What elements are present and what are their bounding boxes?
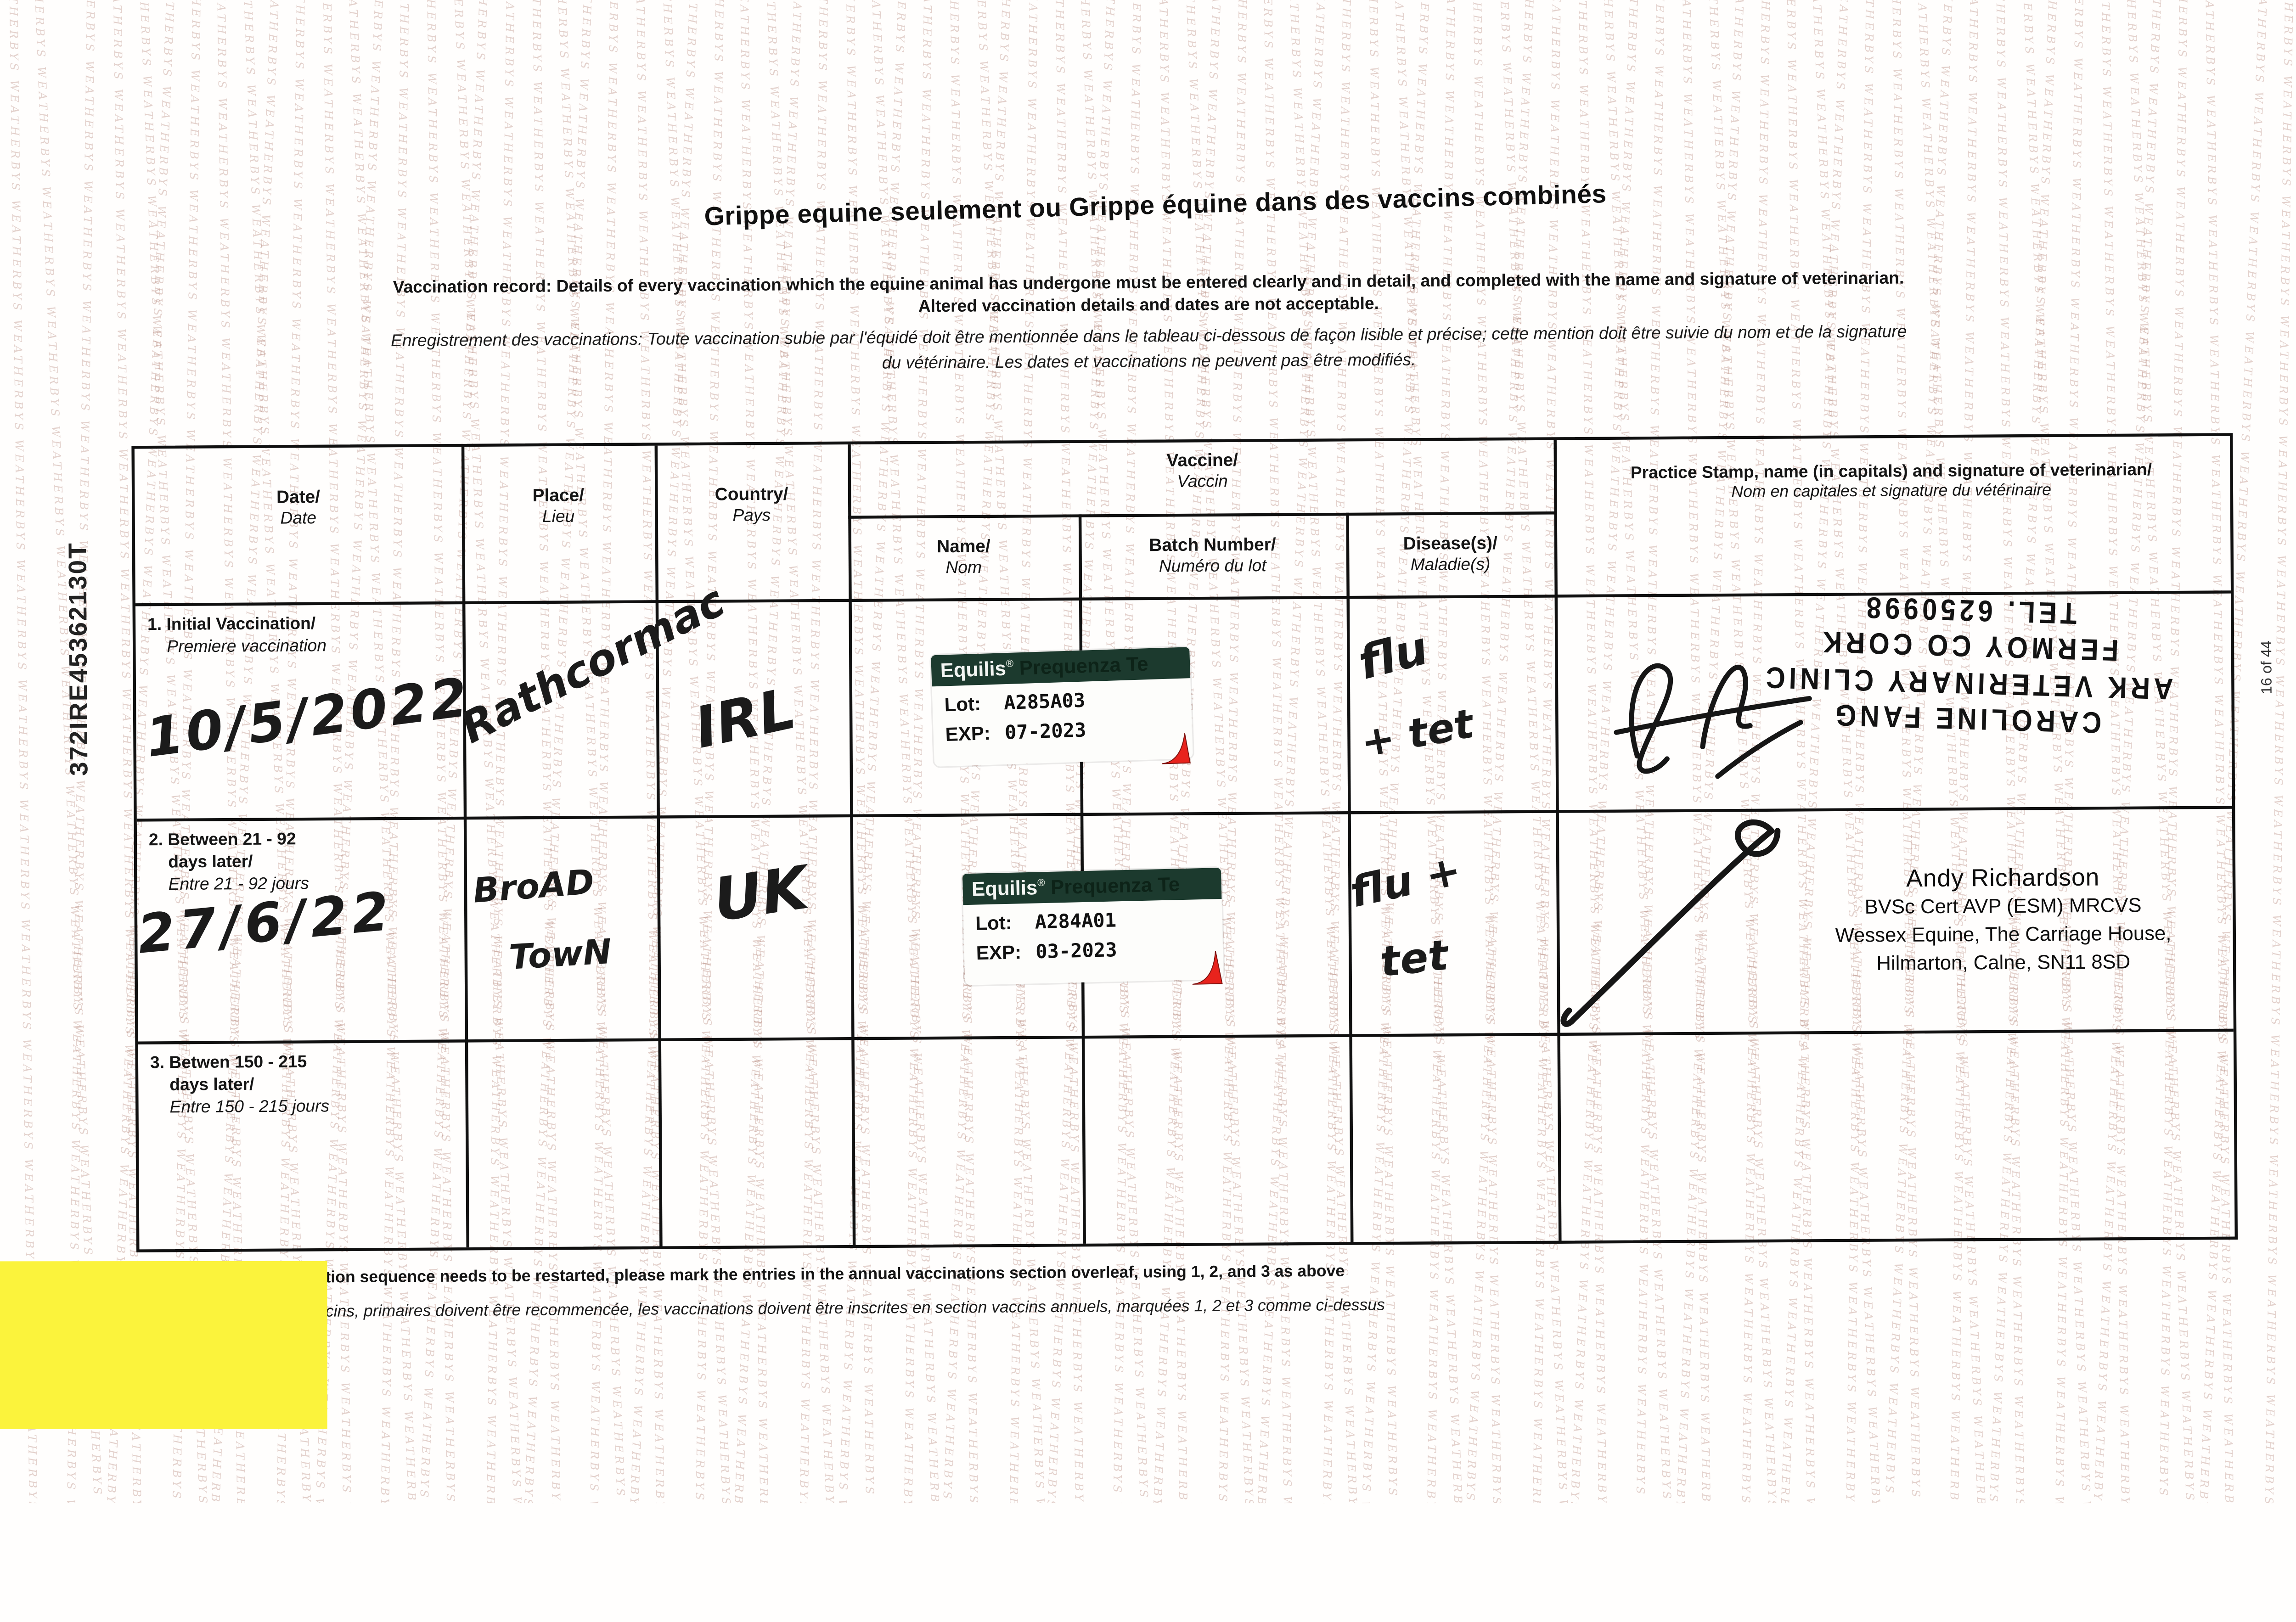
table-grid-line [461,447,469,1248]
intro-paragraph-fr: Enregistrement des vaccinations: Toute v… [94,319,2204,383]
veterinarian-signature-row2 [1560,819,1781,1027]
sticker-body: Lot: A285A03 EXP: 07-2023 [944,690,1087,746]
page-indicator: 16 of 44 [2259,640,2276,695]
sticker-body: Lot: A284A01 EXP: 03-2023 [975,910,1118,964]
table-grid-line [654,445,663,1246]
veterinarian-signature-row1 [1614,663,1812,779]
col-header-name: Name/ Nom [936,535,990,578]
col-header-country: Country/ Pays [715,483,788,526]
passport-serial-code: 372IRE45362130T [63,541,94,776]
red-corner-mark-icon [1162,733,1191,764]
table-grid-line [138,1028,2234,1045]
vet-qualifications: BVSc Cert AVP (ESM) MRCVS [1864,894,2142,918]
col-header-place: Place/ Lieu [532,484,585,527]
table-grid-line [848,511,1557,519]
row2-place-handwriting-line2: TowN [508,933,613,978]
row2-label: 2. Between 21 - 92 days later/ Entre 21 … [148,831,309,894]
col-header-date: Date/ Date [276,486,321,528]
footer-note-en: tion sequence needs to be restarted, ple… [325,1263,1345,1287]
page-title: Grippe equine seulement ou Grippe équine… [703,179,1607,231]
row1-label: 1. Initial Vaccination/ Premiere vaccina… [147,615,327,657]
col-header-disease: Disease(s)/ Maladie(s) [1403,533,1497,575]
vet-address: Hilmarton, Calne, SN11 8SD [1876,950,2131,974]
row2-country-handwriting: UK [709,854,813,936]
vaccine-sticker-row1: Equilis® Prequenza Te Lot: A285A03 EXP: 07… [931,647,1193,766]
col-header-vaccine: Vaccine/ Vaccin [1166,449,1238,492]
table-grid-line [136,806,2232,822]
vet-practice: Wessex Equine, The Carriage House, [1835,922,2172,947]
vaccination-table: Date/ Date Place/ Lieu Country/ Pays Vac… [131,433,2238,1252]
col-header-batch: Batch Number/ Numéro du lot [1149,534,1276,577]
yellow-sticky-note [0,1261,327,1429]
intro-paragraph-en: Vaccination record: Details of every vac… [108,267,2189,323]
vaccine-sticker-row2: Equilis® Prequenza Te Lot: A284A01 EXP: 03… [962,868,1224,985]
footer-note-fr: cins, primaires doivent être recommencée… [325,1296,1385,1321]
vet-stamp-andy-richardson: Andy Richardson BVSc Cert AVP (ESM) MRCV… [1791,864,2215,979]
row3-label: 3. Betwen 150 - 215 days later/ Entre 15… [150,1054,330,1117]
vet-name: Andy Richardson [1906,864,2100,893]
row2-disease-handwriting-line2: tet [1377,930,1451,987]
red-corner-mark-icon [1192,950,1223,984]
col-header-practice-stamp: Practice Stamp, name (in capitals) and s… [1630,461,2152,502]
